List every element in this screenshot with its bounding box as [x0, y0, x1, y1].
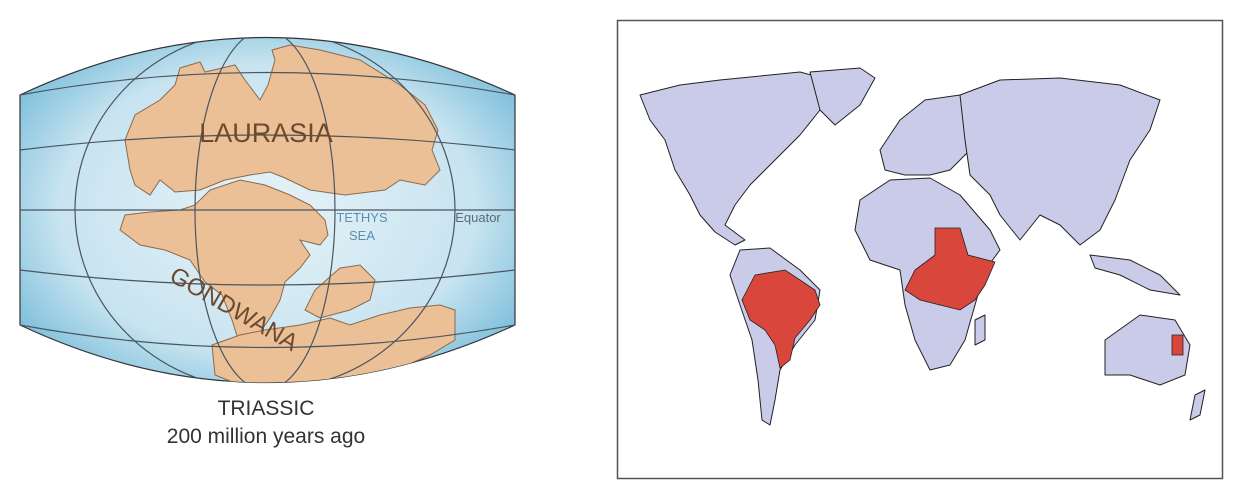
southeast-asia-islands	[1089, 254, 1181, 296]
gondwana-india	[304, 264, 376, 319]
madagascar	[974, 314, 986, 346]
equator-label: Equator	[455, 210, 501, 225]
new-zealand	[1189, 389, 1206, 421]
gondwana-antarctica-australia	[211, 304, 456, 383]
australia	[1104, 314, 1191, 386]
age-caption: 200 million years ago	[166, 425, 366, 448]
laurasia-landmass	[124, 44, 441, 196]
highlight-brazil	[741, 269, 821, 369]
highlight-east-africa	[904, 227, 996, 311]
laurasia-label: LAURASIA	[199, 118, 333, 148]
world-map	[616, 19, 1224, 480]
north-america	[639, 71, 831, 246]
highlight-eastern-australia	[1171, 334, 1184, 356]
greenland	[809, 67, 876, 126]
asia	[959, 77, 1161, 246]
pangaea-map: LAURASIA GONDWANA TETHYS SEA Equator	[19, 37, 516, 383]
period-caption: TRIASSIC	[217, 397, 315, 420]
sea-label: SEA	[349, 228, 375, 243]
tethys-label: TETHYS	[336, 210, 388, 225]
